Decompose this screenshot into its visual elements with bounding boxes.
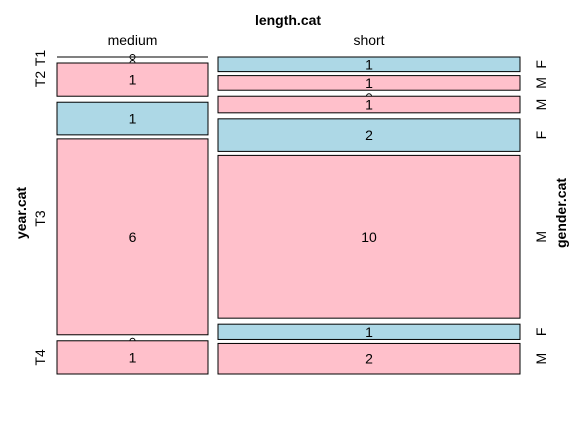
- mosaic-cells: [57, 55, 520, 375]
- gender-tick-M: M: [533, 231, 549, 243]
- chart-title: length.cat: [255, 12, 321, 28]
- gender-tick-F: F: [533, 60, 549, 69]
- cell-count: 1: [365, 56, 373, 72]
- cell-count: 2: [365, 351, 373, 367]
- z-axis-label: gender.cat: [553, 178, 569, 248]
- cell-count: 1: [129, 349, 137, 365]
- cell-count: 1: [129, 72, 137, 88]
- gender-tick-M: M: [533, 99, 549, 111]
- gender-tick-F: F: [533, 328, 549, 337]
- cell-count: 1: [129, 111, 137, 127]
- column-label-medium: medium: [108, 32, 158, 48]
- row-label-T4: T4: [32, 349, 48, 366]
- cell-count: 2: [365, 127, 373, 143]
- column-label-short: short: [353, 32, 384, 48]
- cell-count: 10: [361, 229, 377, 245]
- y-axis-label: year.cat: [13, 187, 29, 239]
- row-label-T3: T3: [32, 210, 48, 227]
- cell-count: 1: [365, 97, 373, 113]
- cell-count: 6: [129, 229, 137, 245]
- cell-count: 1: [365, 75, 373, 91]
- gender-tick-M: M: [533, 77, 549, 89]
- cell-count: 1: [365, 324, 373, 340]
- row-label-T2: T2: [32, 71, 48, 88]
- row-label-T1: T1: [32, 50, 48, 67]
- gender-tick-F: F: [533, 131, 549, 140]
- gender-tick-M: M: [533, 353, 549, 365]
